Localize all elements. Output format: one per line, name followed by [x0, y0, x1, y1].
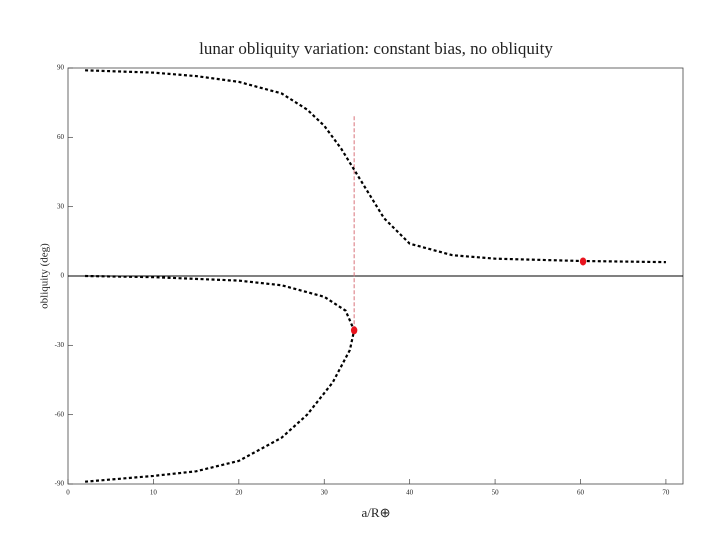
x-tick-label: 10: [150, 489, 158, 497]
x-tick-label: 40: [406, 489, 414, 497]
x-tick-label: 0: [66, 489, 70, 497]
chart-title: lunar obliquity variation: constant bias…: [199, 39, 553, 58]
y-tick-label: 60: [57, 133, 65, 141]
x-tick-label: 50: [492, 489, 500, 497]
curve: [85, 69, 666, 264]
y-axis-label: obliquity (deg): [39, 243, 51, 309]
y-tick-label: -30: [55, 341, 65, 349]
y-tick-label: 30: [57, 202, 65, 210]
y-tick-label: -60: [55, 410, 65, 418]
x-tick-label: 20: [235, 489, 243, 497]
marker: [579, 257, 587, 266]
x-tick-label: 70: [662, 489, 670, 497]
x-tick-label: 60: [577, 489, 585, 497]
y-tick-label: -90: [55, 480, 65, 488]
x-axis-label: a/R⊕: [362, 505, 391, 520]
y-tick-label: 90: [57, 64, 65, 72]
marker: [350, 326, 358, 335]
x-tick-label: 30: [321, 489, 329, 497]
y-tick-label: 0: [61, 272, 65, 280]
curve: [84, 274, 356, 483]
